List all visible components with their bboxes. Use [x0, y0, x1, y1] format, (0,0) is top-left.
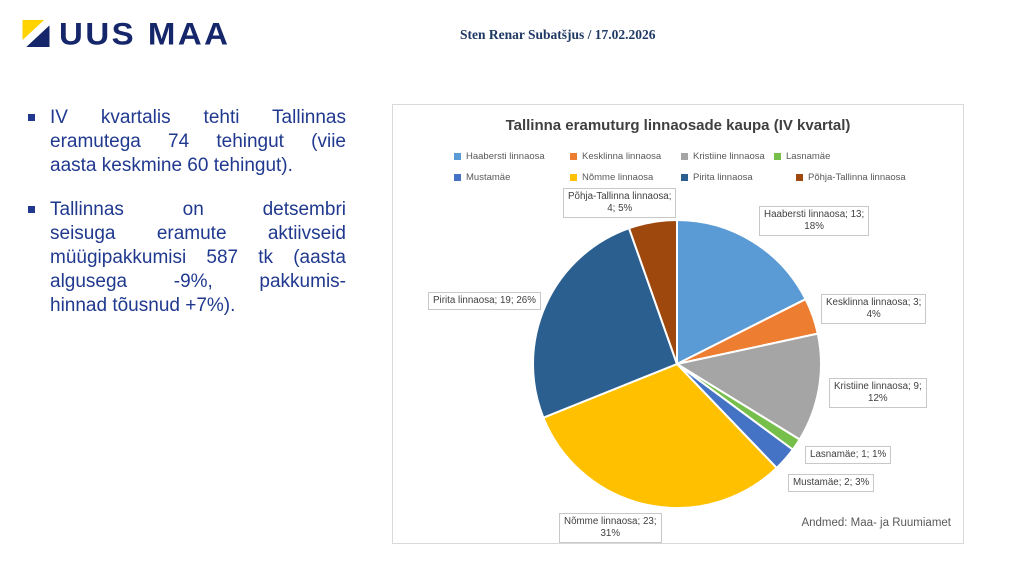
- legend-marker-icon: [796, 174, 803, 181]
- pie-label-mustamae: Mustamäe; 2; 3%: [788, 474, 875, 492]
- pie-label-pohja-tallinna-linnaosa: Põhja-Tallinna linnaosa; 4; 5%: [563, 188, 677, 218]
- bullet-item-0: IV kvartalis tehti Tallinnas eramutega 74…: [28, 106, 346, 178]
- legend-label: Kesklinna linnaosa: [582, 151, 662, 162]
- legend-item-pirita-linnaosa: Pirita linnaosa: [681, 171, 753, 184]
- bullet-text-line: seisuga eramute aktiivseid: [50, 223, 346, 244]
- legend-marker-icon: [570, 153, 577, 160]
- legend-item-haabersti-linnaosa: Haabersti linnaosa: [454, 150, 545, 163]
- pie-slice-pohja-tallinna-linnaosa: [628, 219, 678, 365]
- pie-label-pirita-linnaosa: Pirita linnaosa; 19; 26%: [428, 292, 541, 310]
- pie-slice-nomme-linnaosa: [542, 363, 778, 509]
- pie-label-kesklinna-linnaosa: Kesklinna linnaosa; 3; 4%: [821, 294, 927, 324]
- bullet-list: IV kvartalis tehti Tallinnas eramutega 74…: [28, 106, 346, 338]
- logo-text: UUS MAA: [59, 15, 231, 51]
- pie-label-haabersti-linnaosa: Haabersti linnaosa; 13; 18%: [759, 206, 870, 236]
- legend-item-pohja-tallinna-linnaosa: Põhja-Tallinna linnaosa: [796, 171, 906, 184]
- legend-item-kesklinna-linnaosa: Kesklinna linnaosa: [570, 150, 661, 163]
- legend-item-nomme-linnaosa: Nõmme linnaosa: [570, 171, 653, 184]
- bullet-square-icon: [28, 206, 35, 213]
- legend-marker-icon: [681, 174, 688, 181]
- pie-label-lasnamae: Lasnamäe; 1; 1%: [805, 446, 892, 464]
- legend-item-mustamae: Mustamäe: [454, 171, 510, 184]
- chart-source: Andmed: Maa- ja Ruumiamet: [801, 517, 951, 529]
- bullet-text-line: Tallinnas on detsembri: [50, 199, 346, 220]
- chart-panel: Tallinna eramuturg linnaosade kaupa (IV …: [392, 104, 964, 544]
- legend-label: Nõmme linnaosa: [582, 172, 654, 183]
- legend-marker-icon: [681, 153, 688, 160]
- bullet-text-line: algusega -9%, pakkumis-: [50, 271, 346, 292]
- bullet-text-line: aasta keskmine 60 tehingut).: [50, 155, 293, 176]
- legend-item-lasnamae: Lasnamäe: [774, 150, 830, 163]
- chart-title: Tallinna eramuturg linnaosade kaupa (IV …: [505, 117, 851, 134]
- pie-label-nomme-linnaosa: Nõmme linnaosa; 23; 31%: [559, 513, 662, 543]
- bullet-text-line: hinnad tõusnud +7%).: [50, 295, 236, 316]
- legend-label: Mustamäe: [466, 172, 511, 183]
- bullet-text-line: IV kvartalis tehti Tallinnas: [50, 107, 346, 128]
- pie-slice-kristiine-linnaosa: [676, 332, 822, 441]
- bullet-text-line: müügipakkumisi 587 tk (aasta: [50, 247, 346, 268]
- logo-icon: [22, 19, 50, 47]
- pie-label-kristiine-linnaosa: Kristiine linnaosa; 9; 12%: [829, 378, 927, 408]
- legend-marker-icon: [454, 174, 461, 181]
- pie-slice-haabersti-linnaosa: [676, 219, 807, 365]
- legend-label: Lasnamäe: [786, 151, 831, 162]
- legend-label: Pirita linnaosa: [693, 172, 753, 183]
- legend-item-kristiine-linnaosa: Kristiine linnaosa: [681, 150, 765, 163]
- bullet-square-icon: [28, 114, 35, 121]
- bullet-text-line: eramutega 74 tehingut (viie: [50, 131, 346, 152]
- legend-label: Kristiine linnaosa: [693, 151, 765, 162]
- pie-slice-pirita-linnaosa: [532, 227, 678, 419]
- legend-label: Haabersti linnaosa: [466, 151, 545, 162]
- legend-marker-icon: [774, 153, 781, 160]
- legend-marker-icon: [454, 153, 461, 160]
- pie-chart: [532, 219, 822, 509]
- legend-marker-icon: [570, 174, 577, 181]
- legend-label: Põhja-Tallinna linnaosa: [808, 172, 906, 183]
- logo: UUS MAA: [22, 17, 231, 49]
- bullet-item-1: Tallinnas on detsembri seisuga eramute ak…: [28, 198, 346, 318]
- author-line: Sten Renar Subatšjus / 17.02.2026: [460, 27, 656, 42]
